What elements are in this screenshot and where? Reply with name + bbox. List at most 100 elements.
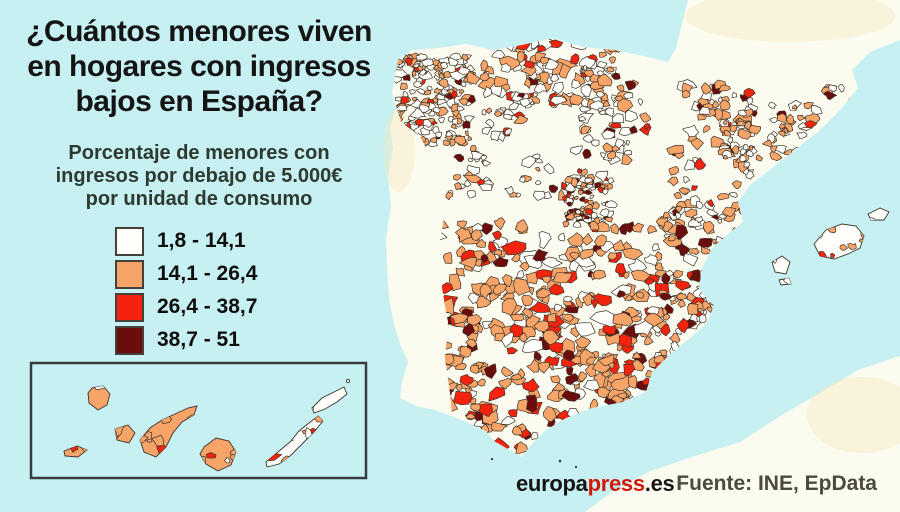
municipality bbox=[677, 299, 686, 308]
municipality bbox=[608, 56, 616, 64]
municipality bbox=[442, 251, 453, 264]
municipality bbox=[703, 220, 715, 235]
municipality bbox=[694, 215, 704, 224]
municipality bbox=[779, 123, 786, 129]
municipality bbox=[683, 159, 695, 171]
municipality bbox=[570, 53, 580, 64]
municipality bbox=[521, 378, 540, 393]
municipality bbox=[696, 200, 704, 209]
municipality bbox=[745, 149, 754, 158]
legend-label: 14,1 - 26,4 bbox=[157, 262, 258, 285]
municipality bbox=[586, 183, 594, 189]
municipality bbox=[493, 75, 509, 87]
source-credit: Fuente: INE, EpData bbox=[676, 472, 877, 495]
municipality bbox=[579, 197, 585, 202]
municipality bbox=[537, 361, 550, 374]
island-lanzarote bbox=[311, 386, 348, 414]
municipality bbox=[528, 301, 552, 313]
municipality bbox=[483, 363, 497, 379]
municipality bbox=[561, 390, 581, 402]
municipality bbox=[511, 425, 523, 436]
relief-tint bbox=[383, 0, 900, 453]
municipality bbox=[490, 421, 509, 432]
municipality bbox=[411, 71, 417, 77]
municipality bbox=[519, 97, 531, 107]
municipality bbox=[723, 129, 732, 137]
municipality bbox=[482, 160, 492, 167]
brand-es: .es bbox=[644, 471, 675, 496]
municipality bbox=[421, 58, 434, 67]
municipality bbox=[706, 199, 714, 208]
municipality bbox=[739, 155, 747, 163]
municipality bbox=[675, 224, 689, 241]
municipality bbox=[676, 292, 688, 300]
municipality bbox=[529, 92, 534, 98]
municipality bbox=[523, 77, 531, 89]
municipality bbox=[552, 81, 564, 94]
municipality bbox=[458, 89, 465, 94]
municipality bbox=[775, 144, 787, 154]
municipality bbox=[429, 137, 438, 143]
subtitle-line: Porcentaje de menores con bbox=[68, 142, 330, 164]
municipality bbox=[543, 163, 555, 175]
municipality bbox=[616, 84, 625, 92]
municipality bbox=[830, 253, 835, 258]
municipality bbox=[394, 96, 402, 102]
municipality bbox=[664, 303, 674, 314]
municipality bbox=[444, 93, 454, 100]
municipality bbox=[409, 89, 416, 95]
municipality bbox=[731, 145, 740, 155]
municipality bbox=[643, 312, 665, 327]
municipality bbox=[643, 254, 658, 267]
municipality bbox=[488, 240, 498, 253]
municipality bbox=[446, 88, 454, 94]
municipality bbox=[582, 133, 594, 143]
municipality bbox=[500, 63, 512, 73]
legend-swatch bbox=[115, 325, 144, 355]
municipality bbox=[465, 338, 478, 349]
municipality bbox=[612, 312, 634, 327]
municipality bbox=[581, 232, 594, 246]
municipality bbox=[493, 110, 503, 117]
municipality bbox=[594, 234, 607, 247]
municipality bbox=[675, 211, 682, 220]
municipality bbox=[617, 98, 634, 113]
municipality bbox=[563, 349, 576, 362]
municipality bbox=[635, 291, 645, 299]
municipality bbox=[598, 353, 615, 366]
municipality bbox=[568, 260, 580, 272]
municipality bbox=[515, 192, 522, 198]
municipality bbox=[439, 72, 444, 80]
municipality bbox=[461, 53, 469, 62]
brand-logo: europapress.es bbox=[516, 471, 675, 497]
municipality bbox=[562, 220, 570, 228]
municipality bbox=[599, 152, 606, 159]
municipality bbox=[536, 288, 554, 299]
municipality bbox=[768, 101, 777, 109]
municipality bbox=[703, 309, 708, 315]
legend-label: 1,8 - 14,1 bbox=[157, 229, 246, 252]
municipality bbox=[413, 66, 419, 73]
municipality bbox=[501, 331, 514, 348]
municipality bbox=[611, 144, 621, 152]
municipality bbox=[438, 78, 449, 88]
municipality bbox=[598, 51, 608, 58]
municipality bbox=[601, 129, 616, 140]
municipality bbox=[737, 128, 752, 140]
islet bbox=[345, 378, 351, 384]
municipality bbox=[572, 220, 582, 228]
municipality bbox=[224, 456, 231, 464]
municipality bbox=[739, 148, 747, 156]
municipality bbox=[579, 105, 592, 113]
municipality bbox=[443, 139, 451, 146]
municipality bbox=[533, 320, 550, 333]
municipality bbox=[493, 283, 508, 296]
municipality bbox=[582, 293, 593, 307]
municipality bbox=[578, 189, 584, 196]
municipality bbox=[459, 346, 472, 358]
municipality bbox=[590, 139, 600, 147]
municipality bbox=[467, 136, 473, 141]
municipality bbox=[470, 145, 477, 153]
municipality bbox=[587, 199, 595, 206]
